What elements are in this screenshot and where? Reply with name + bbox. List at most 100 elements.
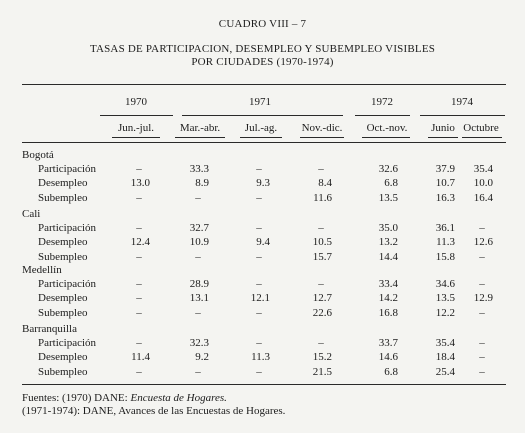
cell-value: –	[256, 278, 262, 291]
cell-value: 37.9	[435, 163, 455, 176]
cell-value: 11.6	[313, 191, 332, 204]
cell-value: 12.6	[473, 236, 493, 249]
period-header: Jun.-jul.	[117, 122, 155, 134]
cell-value: 13.1	[189, 292, 209, 305]
cell-value: 22.6	[312, 306, 332, 319]
cell-value: 32.7	[189, 222, 209, 235]
cell-value: –	[136, 163, 142, 176]
cell-value: –	[479, 222, 485, 235]
cell-value: 9.2	[195, 351, 209, 364]
cell-value: 13.5	[378, 191, 398, 204]
year-header: 1974	[451, 96, 473, 108]
table-id: CUADRO VIII – 7	[218, 18, 307, 30]
rule-top	[22, 84, 506, 85]
cell-value: –	[318, 222, 324, 235]
source-italic: Encuesta de Hogares.	[130, 392, 227, 404]
city-name: Bogotá	[22, 149, 54, 161]
cell-value: –	[256, 191, 262, 204]
cell-value: 10.0	[473, 177, 493, 190]
period-underline	[175, 137, 225, 138]
cell-value: –	[136, 365, 142, 378]
cell-value: 10.5	[312, 236, 332, 249]
cell-value: –	[318, 337, 324, 350]
cell-value: 36.1	[435, 222, 455, 235]
period-header: Nov.-dic.	[301, 122, 343, 134]
cell-value: 33.4	[378, 278, 398, 291]
cell-value: –	[256, 222, 262, 235]
period-underline	[240, 137, 282, 138]
period-underline	[462, 137, 502, 138]
cell-value: –	[479, 337, 485, 350]
cell-value: –	[256, 337, 262, 350]
row-label: Participación	[38, 163, 97, 176]
row-label: Subempleo	[38, 306, 88, 319]
row-label: Desempleo	[38, 351, 88, 364]
cell-value: –	[136, 278, 142, 291]
cell-value: 10.9	[189, 236, 209, 249]
cell-value: 25.4	[435, 365, 455, 378]
city-name: Medellín	[22, 264, 62, 276]
cell-value: –	[195, 306, 201, 319]
cell-value: 32.6	[378, 163, 398, 176]
cell-value: 6.8	[384, 365, 398, 378]
cell-value: 32.3	[189, 337, 209, 350]
cell-value: –	[195, 250, 201, 263]
cell-value: –	[136, 292, 142, 305]
rule-bottom	[22, 384, 506, 385]
row-label: Participación	[38, 278, 97, 291]
source-prefix: Fuentes: (1970) DANE:	[22, 392, 131, 404]
cell-value: 6.8	[384, 177, 398, 190]
cell-value: 13.0	[130, 177, 150, 190]
period-underline	[300, 137, 344, 138]
cell-value: –	[195, 365, 201, 378]
city-name: Cali	[22, 208, 41, 220]
cell-value: 13.5	[435, 292, 455, 305]
cell-value: 8.4	[318, 177, 332, 190]
cell-value: –	[136, 222, 142, 235]
cell-value: –	[136, 337, 142, 350]
period-header: Mar.-abr.	[179, 122, 221, 134]
period-underline	[428, 137, 458, 138]
row-label: Desempleo	[38, 236, 88, 249]
cell-value: 14.6	[378, 351, 398, 364]
row-label: Participación	[38, 222, 97, 235]
table-title-line1: TASAS DE PARTICIPACION, DESEMPLEO Y SUBE…	[89, 43, 436, 55]
cell-value: 16.8	[378, 306, 398, 319]
cell-value: 12.7	[312, 292, 332, 305]
table-title-line2: POR CIUDADES (1970-1974)	[191, 56, 334, 68]
cell-value: –	[195, 191, 201, 204]
cell-value: 33.7	[378, 337, 398, 350]
cell-value: –	[256, 163, 262, 176]
cell-value: 34.6	[435, 278, 455, 291]
cell-value: 15.8	[435, 250, 455, 263]
cell-value: 15.7	[312, 250, 332, 263]
row-label: Desempleo	[38, 292, 88, 305]
cell-value: –	[479, 278, 485, 291]
cell-value: –	[479, 250, 485, 263]
cell-value: 14.4	[378, 250, 398, 263]
cell-value: 12.1	[250, 292, 270, 305]
cell-value: –	[136, 306, 142, 319]
cell-value: 16.3	[435, 191, 455, 204]
source-line-2: (1971-1974): DANE, Avances de las Encues…	[22, 405, 286, 417]
year-header: 1972	[371, 96, 393, 108]
cell-value: 35.4	[435, 337, 455, 350]
year-underline	[182, 115, 343, 116]
cell-value: 35.0	[378, 222, 398, 235]
period-header: Jul.-ag.	[244, 122, 278, 134]
rule-header-bottom	[22, 142, 506, 143]
row-label: Subempleo	[38, 191, 88, 204]
period-header: Junio	[431, 122, 455, 134]
cell-value: 12.2	[435, 306, 455, 319]
row-label: Desempleo	[38, 177, 88, 190]
cell-value: –	[479, 351, 485, 364]
cell-value: –	[256, 250, 262, 263]
cell-value: 21.5	[312, 365, 332, 378]
cell-value: 8.9	[195, 177, 209, 190]
cell-value: 12.9	[473, 292, 493, 305]
cell-value: –	[136, 191, 142, 204]
year-header: 1970	[125, 96, 147, 108]
period-header: Octubre	[463, 122, 499, 134]
cell-value: –	[256, 365, 262, 378]
cell-value: 9.3	[256, 177, 270, 190]
